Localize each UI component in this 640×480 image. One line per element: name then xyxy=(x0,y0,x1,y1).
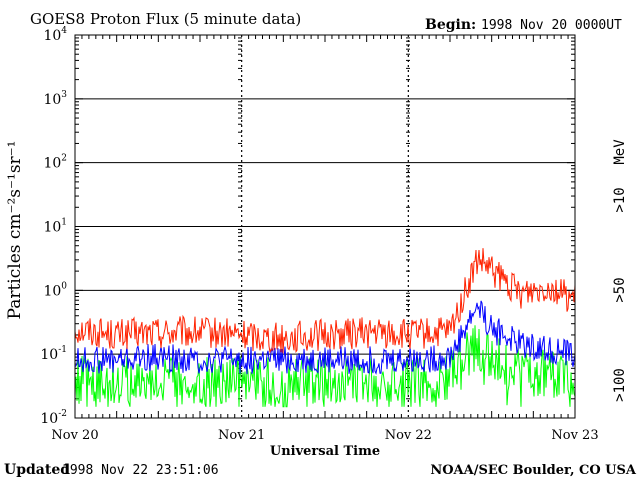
updated-value: 1998 Nov 22 23:51:06 xyxy=(62,463,219,478)
x-tick-label: Nov 20 xyxy=(51,428,98,443)
chart-title: GOES8 Proton Flux (5 minute data) xyxy=(30,10,301,28)
legend-unit: MeV xyxy=(612,139,628,165)
y-tick-label: 10-1 xyxy=(40,345,67,363)
axis-ticks xyxy=(75,35,575,419)
plot-frame xyxy=(74,34,576,419)
begin-value: 1998 Nov 20 0000UT xyxy=(481,18,622,33)
begin-label: Begin: xyxy=(425,17,476,33)
y-tick-label: 104 xyxy=(43,26,67,44)
x-tick-labels: Nov 20 Nov 21 Nov 22 Nov 23 xyxy=(51,428,598,443)
y-tick-label: 10-2 xyxy=(40,409,67,427)
legend-gt50: >50 xyxy=(612,277,628,302)
x-tick-label: Nov 22 xyxy=(385,428,432,443)
x-tick-label: Nov 23 xyxy=(551,428,598,443)
source-credit: NOAA/SEC Boulder, CO USA xyxy=(430,463,637,478)
legend-gt100: >100 xyxy=(612,368,628,402)
legend-gt10: >10 xyxy=(612,187,628,212)
y-tick-label: 101 xyxy=(43,218,67,236)
series-line xyxy=(74,248,576,354)
y-tick-label: 100 xyxy=(43,281,67,299)
y-axis-label: Particles cm⁻²s⁻¹sr⁻¹ xyxy=(5,141,25,320)
legend: >10 MeV >50 >100 xyxy=(612,139,628,402)
updated-label: Updated xyxy=(4,462,70,478)
data-series xyxy=(74,248,576,408)
y-tick-label: 103 xyxy=(43,90,67,108)
y-tick-labels: 10-2 10-1 100 101 102 103 104 xyxy=(40,26,67,427)
x-axis-label: Universal Time xyxy=(270,444,380,459)
series-line xyxy=(74,300,576,375)
y-tick-label: 102 xyxy=(43,154,67,172)
x-tick-label: Nov 21 xyxy=(218,428,265,443)
